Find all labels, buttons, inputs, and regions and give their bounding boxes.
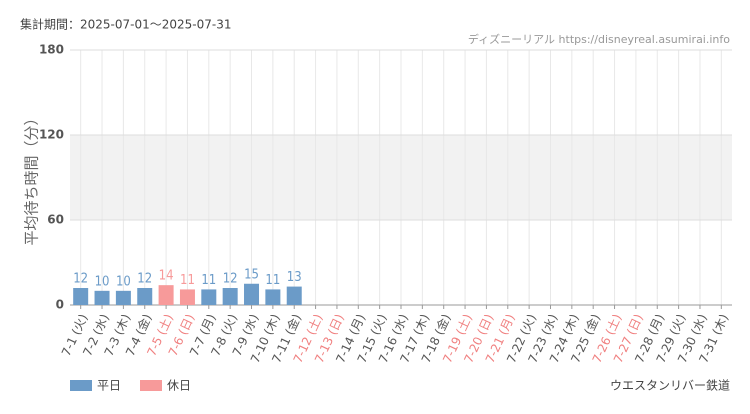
bar xyxy=(179,289,195,305)
value-label: 11 xyxy=(265,273,280,288)
legend-label: 平日 xyxy=(97,379,121,393)
period: 集計期間：2025-07-01～2025-07-31 xyxy=(20,17,231,32)
bar xyxy=(244,283,260,305)
bar xyxy=(265,289,281,305)
y-axis-label: 平均待ち時間（分） xyxy=(23,110,41,245)
attraction: ウエスタンリバー鉄道 xyxy=(610,378,730,393)
value-label: 14 xyxy=(159,269,174,284)
value-label: 11 xyxy=(180,273,195,288)
source: ディズニーリアル https://disneyreal.asumirai.inf… xyxy=(468,32,730,46)
bar xyxy=(158,285,174,305)
legend-swatch xyxy=(70,380,92,391)
value-label: 13 xyxy=(287,270,302,285)
bar xyxy=(222,288,238,305)
value-label: 12 xyxy=(223,272,238,287)
bar xyxy=(137,288,153,305)
value-label: 10 xyxy=(95,274,110,289)
value-label: 12 xyxy=(73,272,88,287)
value-label: 12 xyxy=(137,272,152,287)
value-label: 11 xyxy=(201,273,216,288)
bar xyxy=(115,290,131,305)
bar xyxy=(94,290,110,305)
y-tick-label: 0 xyxy=(56,298,64,312)
y-tick-label: 180 xyxy=(39,43,64,57)
legend-swatch xyxy=(140,380,162,391)
bar xyxy=(201,289,217,305)
bar xyxy=(73,288,89,305)
y-tick-label: 60 xyxy=(47,213,64,227)
y-tick-label: 120 xyxy=(39,128,64,142)
value-label: 15 xyxy=(244,267,259,282)
bar xyxy=(286,286,302,305)
legend-label: 休日 xyxy=(167,379,191,393)
value-label: 10 xyxy=(116,274,131,289)
